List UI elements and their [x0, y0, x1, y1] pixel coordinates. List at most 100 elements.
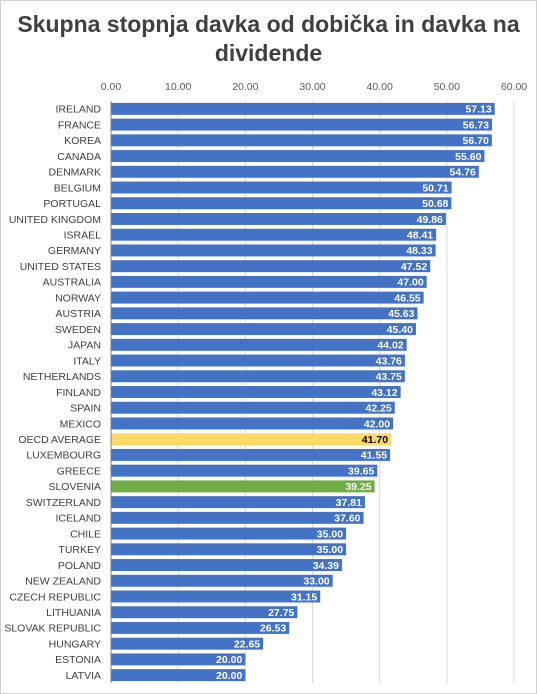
data-label: 48.41: [407, 230, 433, 242]
bar: [111, 606, 298, 619]
category-label: FRANCE: [58, 119, 101, 131]
data-label: 22.65: [234, 638, 260, 650]
category-label: LATVIA: [66, 670, 101, 682]
category-label: DENMARK: [48, 167, 101, 179]
category-label: CANADA: [57, 151, 101, 163]
data-label: 46.55: [394, 292, 420, 304]
data-label: 39.65: [348, 465, 374, 477]
category-label: NORWAY: [55, 292, 101, 304]
data-label: 43.12: [371, 387, 397, 399]
data-label: 26.53: [260, 623, 286, 635]
category-label: IRELAND: [55, 104, 101, 116]
category-label: POLAND: [58, 560, 102, 572]
bar: [111, 464, 378, 477]
bar: [111, 291, 424, 304]
category-label: LUXEMBOURG: [26, 450, 101, 462]
bar: [111, 102, 495, 115]
x-tick-label: 50.00: [434, 81, 460, 93]
category-label: HUNGARY: [49, 638, 101, 650]
bar: [111, 354, 405, 367]
bar: [111, 275, 427, 288]
category-label: SWEDEN: [55, 324, 101, 336]
bar: [111, 370, 405, 383]
category-label: SPAIN: [70, 403, 101, 415]
chart-title: Skupna stopnja davka od dobička in davka…: [17, 11, 520, 66]
category-label: UNITED KINGDOM: [9, 214, 101, 226]
bar: [111, 401, 395, 414]
bar: [111, 165, 479, 178]
bar: [111, 228, 437, 241]
bar: [111, 386, 401, 398]
data-label: 42.25: [365, 403, 391, 415]
category-label: ESTONIA: [55, 654, 101, 666]
data-label: 56.73: [463, 119, 489, 131]
data-label: 47.00: [397, 277, 423, 289]
bar: [111, 527, 347, 540]
data-label: 56.70: [463, 135, 489, 147]
bar: [111, 433, 392, 446]
category-label: SLOVAK REPUBLIC: [4, 623, 101, 635]
category-label: CZECH REPUBLIC: [9, 591, 101, 603]
data-label: 43.76: [376, 355, 402, 367]
category-label: GREECE: [57, 465, 101, 477]
data-label: 33.00: [303, 576, 329, 588]
category-label: TURKEY: [58, 544, 101, 556]
data-label: 31.15: [291, 591, 317, 603]
bar: [111, 323, 416, 336]
data-label: 39.25: [345, 481, 371, 493]
bar: [111, 559, 342, 572]
category-label: SLOVENIA: [48, 481, 101, 493]
bar: [111, 511, 364, 524]
category-label: AUSTRALIA: [43, 277, 101, 289]
data-label: 45.40: [387, 324, 413, 336]
category-label: MEXICO: [60, 418, 101, 430]
x-tick-label: 60.00: [501, 81, 527, 93]
category-label: LITHUANIA: [46, 607, 101, 619]
bar: [111, 637, 264, 650]
category-label: FINLAND: [56, 387, 101, 399]
bar: [111, 197, 452, 210]
category-label: UNITED STATES: [20, 261, 101, 273]
category-label: PORTUGAL: [43, 198, 101, 210]
data-label: 20.00: [216, 654, 242, 666]
bar: [111, 260, 431, 273]
data-label: 49.86: [417, 214, 443, 226]
bar: [111, 574, 333, 587]
bar: [111, 653, 246, 666]
data-label: 42.00: [364, 418, 390, 430]
category-label: SWITZERLAND: [26, 497, 102, 509]
bar: [111, 212, 446, 225]
category-label: ICELAND: [55, 513, 101, 525]
bar: [111, 621, 290, 634]
data-label: 55.60: [455, 151, 481, 163]
category-label: JAPAN: [68, 340, 101, 352]
data-label: 35.00: [317, 528, 343, 540]
bar: [111, 669, 246, 682]
x-tick-label: 10.00: [165, 81, 191, 93]
data-label: 47.52: [401, 261, 427, 273]
category-label: GERMANY: [48, 245, 101, 257]
data-label: 50.71: [422, 182, 448, 194]
data-label: 34.39: [313, 560, 339, 572]
data-label: 45.63: [388, 308, 414, 320]
category-label: AUSTRIA: [55, 308, 101, 320]
bar: [111, 590, 321, 603]
category-label: ISRAEL: [64, 230, 102, 242]
bar: [111, 543, 347, 556]
data-label: 35.00: [317, 544, 343, 556]
category-label: OECD AVERAGE: [18, 434, 101, 446]
bar: [111, 338, 407, 351]
data-label: 41.55: [361, 450, 387, 462]
bar: [111, 244, 436, 257]
data-label: 57.13: [465, 104, 491, 116]
data-label: 48.33: [406, 245, 432, 257]
x-tick-label: 20.00: [232, 81, 258, 93]
bar: [111, 417, 394, 430]
x-tick-label: 40.00: [367, 81, 393, 93]
bar: [111, 150, 485, 163]
bar: [111, 480, 375, 493]
data-label: 27.75: [268, 607, 294, 619]
bar: [111, 307, 418, 320]
category-label: BELGIUM: [54, 182, 101, 194]
